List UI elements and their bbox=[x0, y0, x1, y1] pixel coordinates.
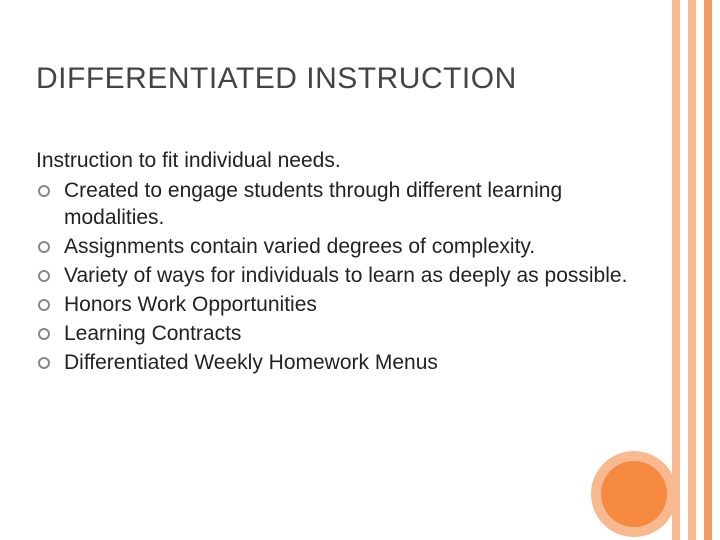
accent-stripe-2 bbox=[688, 0, 696, 540]
list-item-text: Honors Work Opportunities bbox=[64, 293, 317, 316]
list-item: Learning Contracts bbox=[36, 321, 660, 348]
intro-text: Instruction to fit individual needs. bbox=[36, 148, 660, 174]
list-item: Variety of ways for individuals to learn… bbox=[36, 263, 660, 290]
accent-stripe-3 bbox=[704, 0, 712, 540]
list-item: Assignments contain varied degrees of co… bbox=[36, 234, 660, 261]
accent-stripe-1 bbox=[672, 0, 680, 540]
list-item-text: Learning Contracts bbox=[64, 322, 241, 345]
bullet-icon bbox=[38, 270, 50, 282]
list-item: Honors Work Opportunities bbox=[36, 292, 660, 319]
list-item-text: Assignments contain varied degrees of co… bbox=[64, 235, 535, 258]
slide-content: Instruction to fit individual needs. Cre… bbox=[36, 148, 660, 378]
list-item-text: Variety of ways for individuals to learn… bbox=[64, 264, 627, 287]
bullet-icon bbox=[38, 185, 50, 197]
list-item-text: Created to engage students through diffe… bbox=[64, 179, 562, 229]
slide: DIFFERENTIATED INSTRUCTION Instruction t… bbox=[0, 0, 720, 540]
bullet-icon bbox=[38, 328, 50, 340]
list-item: Created to engage students through diffe… bbox=[36, 178, 660, 232]
bullet-list: Created to engage students through diffe… bbox=[36, 178, 660, 376]
bullet-icon bbox=[38, 357, 50, 369]
list-item: Differentiated Weekly Homework Menus bbox=[36, 350, 660, 377]
corner-circle-inner bbox=[601, 461, 667, 527]
list-item-text: Differentiated Weekly Homework Menus bbox=[64, 351, 438, 374]
bullet-icon bbox=[38, 299, 50, 311]
bullet-icon bbox=[38, 241, 50, 253]
slide-title: DIFFERENTIATED INSTRUCTION bbox=[36, 62, 517, 96]
